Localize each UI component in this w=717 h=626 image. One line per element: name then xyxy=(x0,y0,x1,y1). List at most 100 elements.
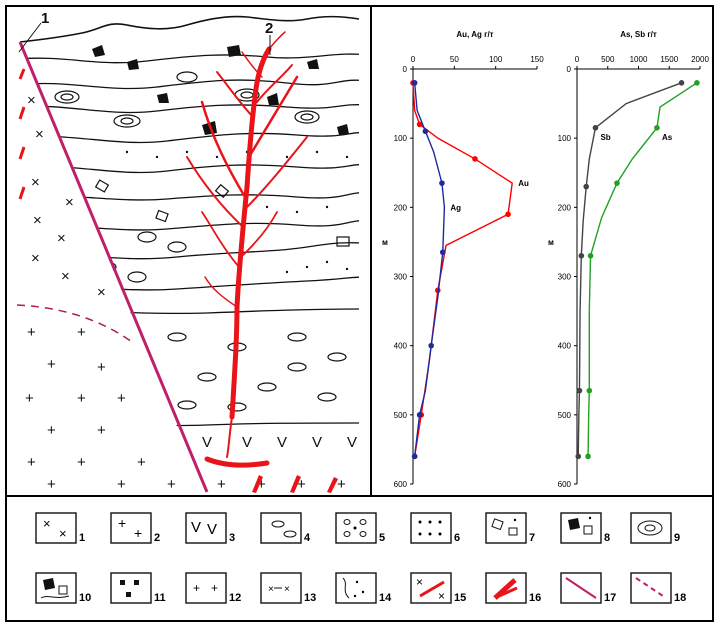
legend-symbol-5 xyxy=(335,512,377,544)
legend-number-4: 4 xyxy=(304,532,311,544)
legend-number-6: 6 xyxy=(454,532,461,544)
svg-text:+: + xyxy=(77,390,86,407)
svg-text:×: × xyxy=(31,250,40,267)
legend-item-6 xyxy=(410,512,452,549)
chart-0-ytick-label: 600 xyxy=(394,480,408,489)
series-Sb-point xyxy=(583,183,590,190)
series-As-label: As xyxy=(662,133,673,142)
svg-text:V: V xyxy=(207,521,217,538)
chart-1-ytick-label: 600 xyxy=(558,480,572,489)
chart-0-title: Au, Ag г/т xyxy=(456,30,493,39)
svg-text:×: × xyxy=(33,212,42,229)
chart-0-ytick-label: 500 xyxy=(394,411,408,420)
series-Ag-point xyxy=(439,249,446,256)
series-Sb-point xyxy=(575,453,582,460)
legend-number-17: 17 xyxy=(604,592,617,604)
legend-item-13: × × xyxy=(260,572,302,609)
svg-text:×: × xyxy=(57,230,66,247)
chart-1-ytick-label: 200 xyxy=(558,203,572,212)
legend-number-12: 12 xyxy=(229,592,242,604)
series-Sb-point xyxy=(578,252,585,259)
series-Sb-point xyxy=(678,80,685,86)
svg-text:+: + xyxy=(47,476,56,493)
geological-section: V V V V V + + + + × × × × × × × × × + + + + + + + + + + + + … xyxy=(16,10,360,493)
series-Ag-point xyxy=(428,342,434,349)
legend-item-4 xyxy=(260,512,302,549)
geochemistry-charts: Au, Ag г/тм0 50 100 1500100200300400500600A… xyxy=(382,30,709,489)
legend-item-10 xyxy=(35,572,77,609)
series-Ag-line xyxy=(413,82,446,457)
svg-text:+: + xyxy=(117,476,126,493)
svg-text:V: V xyxy=(191,519,201,536)
legend-number-15: 15 xyxy=(454,592,467,604)
chart-1-ytick-label: 100 xyxy=(558,134,572,143)
series-Ag-label: Ag xyxy=(450,203,461,212)
chart-0-ytick-label: 100 xyxy=(394,134,408,143)
chart-0-ytick-label: 200 xyxy=(394,203,408,212)
dashed-boundary xyxy=(16,304,133,343)
chart-1-ytick-label: 400 xyxy=(558,342,572,351)
svg-text:+: + xyxy=(134,525,142,541)
legend-item-9 xyxy=(630,512,672,549)
legend-item-12: + + xyxy=(185,572,227,609)
svg-text:×: × xyxy=(43,516,51,531)
chart-1-ylabel: м xyxy=(548,238,554,247)
legend-item-5 xyxy=(335,512,377,549)
svg-text:×: × xyxy=(284,584,290,595)
legend-item-11 xyxy=(110,572,152,609)
svg-text:+: + xyxy=(47,356,56,373)
svg-text:+: + xyxy=(77,324,86,341)
svg-text:+: + xyxy=(193,581,200,595)
svg-text:×: × xyxy=(35,126,44,143)
basement-symbols: × × × × × × × × × + + + + + + + + + + + + + + + xyxy=(25,92,176,493)
series-As-point xyxy=(585,453,591,460)
svg-text:×: × xyxy=(268,584,274,595)
legend-symbol-12: + + xyxy=(185,572,227,604)
series-Sb-label: Sb xyxy=(600,133,610,142)
series-As-point xyxy=(694,80,700,86)
legend-item-14 xyxy=(335,572,377,609)
legend-number-7: 7 xyxy=(529,532,536,544)
svg-text:+: + xyxy=(27,454,36,471)
chart-1-title: As, Sb г/т xyxy=(620,30,657,39)
legend-item-15: × × xyxy=(410,572,452,609)
left-veins xyxy=(18,68,26,200)
svg-text:×: × xyxy=(27,92,36,109)
svg-text:+: + xyxy=(137,454,146,471)
legend-symbol-1: ×× xyxy=(35,512,77,544)
surface-line xyxy=(19,15,360,43)
legend-number-8: 8 xyxy=(604,532,611,544)
chart-1-xtick-label: 2000 xyxy=(691,55,709,64)
svg-text:+: + xyxy=(297,476,306,493)
svg-text:+: + xyxy=(167,476,176,493)
legend-item-16 xyxy=(485,572,527,609)
legend-item-17 xyxy=(560,572,602,609)
svg-text:+: + xyxy=(117,390,126,407)
ore-vein-tree xyxy=(186,31,308,468)
legend-number-16: 16 xyxy=(529,592,542,604)
legend-number-2: 2 xyxy=(154,532,161,544)
legend-symbol-17 xyxy=(560,572,602,604)
series-Au-point xyxy=(472,156,478,162)
legend-symbol-11 xyxy=(110,572,152,604)
legend-item-8 xyxy=(560,512,602,549)
legend-symbol-14 xyxy=(335,572,377,604)
legend-number-10: 10 xyxy=(79,592,92,604)
svg-text:×: × xyxy=(416,575,423,589)
series-Ag-point xyxy=(439,180,445,186)
legend-number-3: 3 xyxy=(229,532,236,544)
series-As-point xyxy=(586,387,593,394)
series-Au-point xyxy=(505,211,511,218)
legend-number-13: 13 xyxy=(304,592,317,604)
svg-text:+: + xyxy=(25,390,34,407)
chart-0-ytick-label: 300 xyxy=(394,273,408,282)
chart-0-xtick-label: 0 xyxy=(411,55,416,64)
svg-text:+: + xyxy=(47,422,56,439)
legend-symbol-13: × × xyxy=(260,572,302,604)
series-As-point xyxy=(614,180,620,186)
chart-0-ytick-label: 0 xyxy=(403,65,408,74)
svg-text:+: + xyxy=(97,422,106,439)
legend-symbol-7 xyxy=(485,512,527,544)
chart-0-ylabel: м xyxy=(382,238,388,247)
legend-symbol-18 xyxy=(630,572,672,604)
